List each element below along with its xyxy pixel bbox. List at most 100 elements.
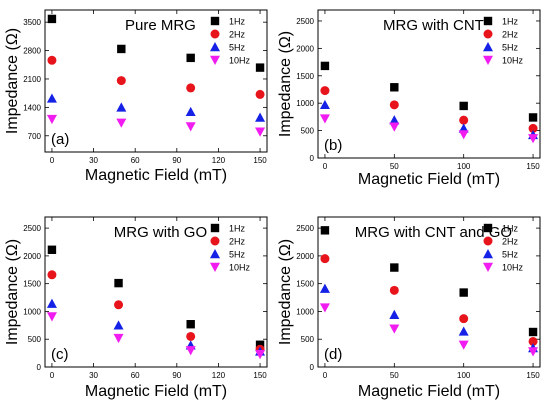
x-tick-label: 0: [50, 371, 55, 380]
data-point: [459, 288, 468, 297]
data-point: [389, 122, 400, 132]
legend-label: 1Hz: [229, 17, 246, 27]
legend-marker: [210, 249, 220, 259]
data-point: [320, 226, 330, 235]
x-tick-label: 0: [50, 156, 55, 165]
panel-a: 0 30 60 90 120 150 700 1400 2100 2800 3500 Magnetic…: [4, 9, 268, 184]
legend-marker: [483, 223, 493, 233]
legend-marker: [483, 29, 493, 39]
data-point: [46, 298, 57, 308]
y-tick-label: 1500: [296, 280, 314, 289]
panel-title: Pure MRG: [125, 17, 196, 34]
data-point: [116, 76, 126, 86]
data-point: [389, 100, 399, 110]
panel-label: (d): [324, 346, 342, 363]
x-tick-label: 90: [172, 371, 181, 380]
y-tick-label: 2800: [23, 47, 41, 56]
data-point: [255, 127, 266, 137]
data-point: [47, 55, 57, 65]
x-tick-label: 120: [212, 156, 226, 165]
y-tick-label: 0: [37, 363, 42, 372]
legend-marker: [483, 249, 493, 259]
data-point: [390, 83, 399, 92]
data-point: [255, 350, 266, 360]
y-axis-label: Impedance (Ω): [277, 31, 294, 137]
legend-marker: [210, 42, 220, 52]
legend-marker: [210, 29, 220, 39]
legend-label: 2Hz: [229, 30, 246, 40]
legend-label: 5Hz: [502, 43, 519, 53]
data-point: [459, 115, 469, 125]
data-point: [459, 101, 468, 111]
y-tick-label: 2000: [23, 252, 41, 261]
data-point: [113, 333, 124, 344]
legend-marker: [483, 42, 493, 52]
legend-marker: [210, 16, 220, 26]
legend-label: 5Hz: [229, 250, 246, 260]
legend-label: 1Hz: [502, 224, 519, 234]
x-axis-label: Magnetic Field (mT): [85, 167, 227, 184]
legend-marker: [210, 55, 220, 65]
x-tick-label: 0: [323, 371, 328, 380]
plot-frame: [317, 216, 541, 368]
data-point: [319, 114, 330, 124]
data-point: [320, 254, 330, 264]
data-point: [320, 86, 330, 96]
y-tick-label: 1000: [296, 307, 314, 316]
x-tick-label: 50: [390, 162, 399, 171]
x-tick-label: 100: [457, 162, 471, 171]
y-axis-label: Impedance (Ω): [4, 239, 21, 345]
legend-marker: [210, 262, 220, 272]
legend-label: 5Hz: [229, 43, 246, 53]
y-tick-label: 500: [301, 335, 315, 344]
data-point: [186, 320, 195, 329]
data-point: [185, 106, 196, 117]
data-point: [255, 89, 265, 99]
x-axis-label: Magnetic Field (mT): [85, 383, 227, 400]
y-tick-label: 500: [301, 127, 315, 136]
x-tick-label: 60: [131, 371, 140, 380]
data-point: [458, 326, 469, 336]
data-point: [186, 331, 196, 341]
y-tick-label: 0: [310, 363, 315, 372]
plot-frame: [44, 9, 268, 153]
y-tick-label: 500: [28, 335, 42, 344]
plot-frame: [44, 216, 268, 368]
legend-label: 2Hz: [502, 30, 519, 40]
data-point: [47, 245, 57, 254]
data-point: [255, 112, 266, 122]
legend-label: 1Hz: [502, 17, 519, 27]
x-tick-label: 30: [89, 156, 98, 165]
panel-label: (a): [51, 131, 69, 148]
data-point: [528, 347, 539, 357]
legend-marker: [210, 223, 220, 233]
data-point: [528, 113, 538, 122]
legend-label: 5Hz: [502, 250, 519, 260]
legend-label: 2Hz: [502, 237, 519, 247]
data-point: [114, 300, 124, 310]
data-point: [46, 312, 57, 322]
data-point: [459, 314, 469, 324]
data-point: [46, 93, 57, 103]
y-tick-label: 2500: [23, 224, 41, 233]
data-point: [46, 114, 57, 125]
data-point: [458, 130, 469, 140]
legend-label: 10Hz: [502, 263, 524, 273]
panel-c: 0 30 60 90 120 15005001000150020002500Magneti…: [4, 216, 268, 400]
data-point: [389, 285, 399, 295]
y-axis-label: Impedance (Ω): [4, 28, 21, 134]
y-tick-label: 2000: [296, 44, 314, 53]
data-point: [320, 61, 330, 71]
panel-title: MRG with CNT: [383, 17, 484, 34]
x-tick-label: 150: [253, 371, 267, 380]
y-tick-label: 2000: [296, 252, 314, 261]
y-tick-label: 1000: [296, 99, 314, 108]
legend-label: 1Hz: [229, 224, 246, 234]
y-tick-label: 2100: [23, 75, 41, 84]
data-point: [319, 283, 330, 293]
legend-marker: [483, 16, 493, 26]
legend-label: 10Hz: [502, 56, 524, 66]
